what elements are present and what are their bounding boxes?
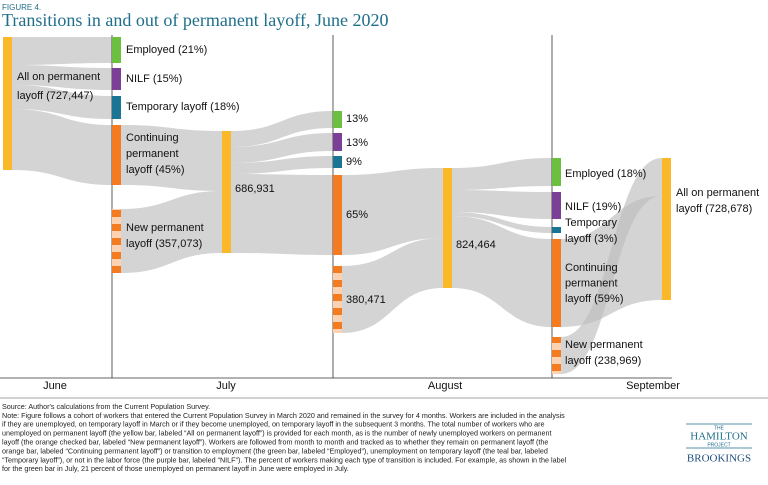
logo-org: BROOKINGS (687, 453, 751, 465)
node-bar (112, 96, 121, 119)
logo-name: HAMILTON (690, 431, 748, 443)
node-label: 9% (346, 156, 362, 168)
flow (12, 37, 112, 65)
node-bar (3, 37, 12, 170)
flow (121, 191, 222, 273)
logo-project: PROJECT (707, 442, 730, 448)
logo: THE HAMILTON PROJECT BROOKINGS (686, 423, 752, 465)
node-label: permanent (565, 277, 618, 289)
node-label: Temporary layoff (18%) (126, 101, 240, 113)
flow (231, 111, 333, 147)
note-line: orange bar, labeled “Continuing permanen… (2, 446, 548, 455)
note-line: if they are unemployed, on temporary lay… (2, 420, 545, 429)
flow (231, 133, 333, 163)
node-bar (552, 227, 561, 233)
note-line: “Temporary layoff”), or not in the labor… (2, 455, 567, 464)
column-label: July (216, 380, 236, 392)
node-label: layoff (728,678) (676, 203, 752, 215)
node-label: Employed (18%) (565, 168, 646, 180)
flow (452, 212, 552, 233)
node-label: New permanent (126, 222, 204, 234)
flow (561, 158, 662, 374)
node-label: NILF (19%) (565, 201, 621, 213)
node-label: layoff (45%) (126, 164, 185, 176)
node-bar (552, 192, 561, 219)
node-label: layoff (3%) (565, 233, 617, 245)
logo-the: THE (714, 425, 725, 431)
note-line: Source: Author's calculations from the C… (2, 402, 210, 411)
node-bar (662, 158, 671, 300)
note-line: for the green bar in July, 21 percent of… (2, 464, 349, 473)
flow (12, 65, 112, 90)
flow (452, 216, 552, 327)
flow (342, 238, 443, 333)
node-bar (112, 209, 121, 273)
flow (452, 158, 552, 190)
node-label: layoff (357,073) (126, 238, 202, 250)
node-label: 380,471 (346, 294, 386, 306)
node-bar (112, 68, 121, 90)
node-label: 686,931 (235, 183, 275, 195)
column-label: August (428, 380, 462, 392)
node-bar (333, 111, 342, 128)
node-label: layoff (238,969) (565, 355, 641, 367)
node-label: Continuing (126, 132, 179, 144)
node-label: New permanent (565, 339, 643, 351)
node-bar (333, 156, 342, 168)
node-label: Temporary (565, 217, 617, 229)
flow (342, 168, 443, 255)
column-label: June (43, 380, 67, 392)
node-label: 824,464 (456, 239, 496, 251)
figure-label: FIGURE 4. (2, 3, 41, 12)
flow (12, 85, 112, 119)
flow (12, 109, 112, 185)
node-label: 13% (346, 137, 368, 149)
note-line: layoff (the orange checked bar, labeled … (2, 438, 548, 447)
flow (452, 190, 552, 219)
node-bar (333, 175, 342, 255)
node-label: 65% (346, 209, 368, 221)
node-bar (222, 131, 231, 253)
node-bar (552, 158, 561, 186)
node-label: layoff (59%) (565, 293, 624, 305)
nodes (3, 37, 671, 374)
node-bar (552, 337, 561, 374)
labels: All on permanent layoff (727,447) Employed… (17, 44, 759, 367)
notes: Source: Author's calculations from the C… (2, 402, 567, 473)
note-line: Note: Figure follows a cohort of workers… (2, 411, 565, 420)
node-bar (333, 266, 342, 333)
node-label: Employed (21%) (126, 44, 207, 56)
node-bar (112, 125, 121, 185)
note-line: unemployed on permanent layoff (the yell… (2, 429, 551, 438)
node-label: permanent (126, 148, 179, 160)
node-bar (443, 168, 452, 288)
title: Transitions in and out of permanent layo… (2, 10, 388, 30)
node-label: NILF (15%) (126, 73, 182, 85)
column-label: September (626, 380, 680, 392)
node-bar (112, 37, 121, 63)
flow (231, 156, 333, 174)
node-bar (333, 133, 342, 151)
node-bar (552, 239, 561, 327)
node-label: All on permanent (17, 71, 100, 83)
node-label: Continuing (565, 262, 618, 274)
flows (12, 37, 662, 374)
flow (121, 125, 222, 191)
node-label: All on permanent (676, 187, 759, 199)
node-label: layoff (727,447) (17, 90, 93, 102)
node-label: 13% (346, 113, 368, 125)
flow (231, 174, 333, 255)
